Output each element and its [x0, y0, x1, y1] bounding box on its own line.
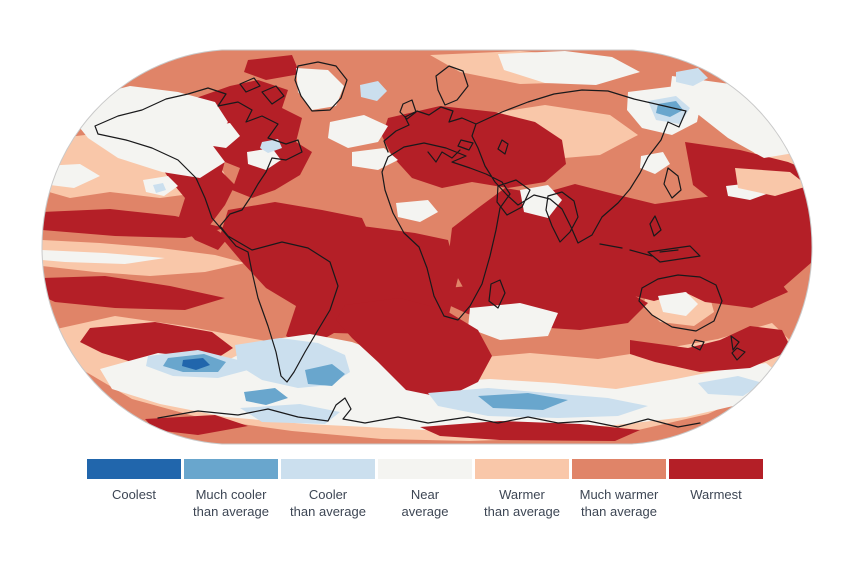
temperature-layer-warmer	[42, 51, 812, 441]
legend-item-warmer: Warmer than average	[475, 459, 569, 520]
legend-label-line: Coolest	[111, 487, 157, 502]
legend-label-much-warmer: Much warmer than average	[580, 486, 659, 520]
legend: Coolest Much cooler than average Cooler …	[87, 459, 763, 520]
legend-item-warmest: Warmest	[669, 459, 763, 520]
legend-swatch-much-cooler	[184, 459, 278, 479]
legend-item-near-average: Near average	[378, 459, 472, 520]
temperature-overlay-warmest	[145, 298, 792, 441]
legend-swatch-coolest	[87, 459, 181, 479]
map-layers	[42, 50, 812, 444]
legend-swatch-warmest	[669, 459, 763, 479]
legend-label-cooler: Cooler than average	[290, 486, 366, 520]
legend-label-line: than average	[581, 504, 657, 519]
legend-item-coolest: Coolest	[87, 459, 181, 520]
legend-label-line: Much warmer	[579, 487, 659, 502]
continent-outlines	[94, 61, 746, 428]
legend-label-warmer: Warmer than average	[484, 486, 560, 520]
temperature-overlay-warmer	[735, 168, 808, 196]
legend-label-line: than average	[193, 504, 269, 519]
legend-swatch-near-average	[378, 459, 472, 479]
legend-label-line: average	[401, 504, 449, 519]
legend-label-coolest: Coolest	[112, 486, 156, 503]
legend-label-line: Near	[410, 487, 440, 502]
legend-item-much-cooler: Much cooler than average	[184, 459, 278, 520]
legend-label-warmest: Warmest	[690, 486, 742, 503]
legend-swatch-cooler	[281, 459, 375, 479]
map-edge-outline	[41, 49, 813, 445]
legend-item-much-warmer: Much warmer than average	[572, 459, 666, 520]
legend-item-cooler: Cooler than average	[281, 459, 375, 520]
legend-label-line: Cooler	[308, 487, 348, 502]
legend-label-much-cooler: Much cooler than average	[193, 486, 269, 520]
legend-swatch-much-warmer	[572, 459, 666, 479]
legend-label-line: Much cooler	[195, 487, 267, 502]
legend-label-line: than average	[290, 504, 366, 519]
world-map	[41, 49, 813, 445]
legend-label-line: Warmer	[499, 487, 545, 502]
legend-label-line: Warmest	[690, 487, 742, 502]
legend-swatch-warmer	[475, 459, 569, 479]
temperature-layer-coolest	[182, 358, 210, 370]
legend-label-near-average: Near average	[402, 486, 449, 520]
legend-label-line: than average	[484, 504, 560, 519]
